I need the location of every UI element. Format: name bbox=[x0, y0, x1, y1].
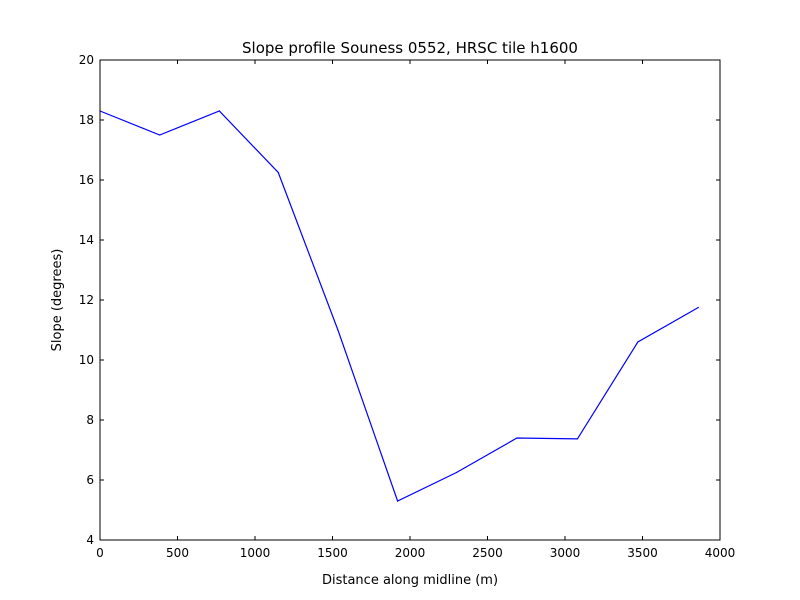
data-point bbox=[218, 110, 220, 112]
x-tick-label: 1500 bbox=[317, 546, 348, 560]
plot-frame bbox=[99, 59, 721, 541]
y-tick-label: 10 bbox=[79, 353, 94, 367]
data-point bbox=[455, 471, 458, 474]
y-tick-label: 20 bbox=[79, 53, 94, 67]
x-tick-label: 0 bbox=[96, 546, 104, 560]
data-point bbox=[159, 134, 161, 136]
x-tick-label: 1000 bbox=[240, 546, 271, 560]
x-tick-label: 500 bbox=[166, 546, 189, 560]
y-tick-label: 6 bbox=[86, 473, 94, 487]
data-point bbox=[337, 329, 339, 331]
data-point bbox=[397, 500, 399, 502]
y-tick-label: 12 bbox=[79, 293, 94, 307]
y-axis-label: Slope (degrees) bbox=[50, 249, 65, 352]
x-axis-label: Distance along midline (m) bbox=[322, 573, 498, 588]
x-tick-label: 4000 bbox=[705, 546, 736, 560]
series-layer bbox=[99, 110, 699, 502]
data-point bbox=[516, 437, 518, 439]
data-point bbox=[637, 341, 639, 343]
x-tick-label: 3500 bbox=[627, 546, 658, 560]
data-point bbox=[576, 438, 579, 440]
x-tick-label: 2500 bbox=[472, 546, 503, 560]
y-tick-label: 8 bbox=[86, 413, 94, 427]
ticks-layer: 0 500 1000 1500 2000 2500 3000 3500 4000 4 6 8 10 12 1… bbox=[79, 53, 736, 560]
y-tick-label: 16 bbox=[79, 173, 94, 187]
x-tick-label: 2000 bbox=[395, 546, 426, 560]
y-tick-label: 18 bbox=[79, 113, 94, 127]
chart-title: Slope profile Souness 0552, HRSC tile h1… bbox=[242, 39, 578, 57]
y-tick-label: 4 bbox=[86, 533, 94, 547]
y-tick-label: 14 bbox=[79, 233, 94, 247]
series-line-0 bbox=[99, 110, 699, 502]
x-tick-label: 3000 bbox=[550, 546, 581, 560]
data-point bbox=[697, 306, 699, 309]
data-point bbox=[277, 171, 279, 174]
